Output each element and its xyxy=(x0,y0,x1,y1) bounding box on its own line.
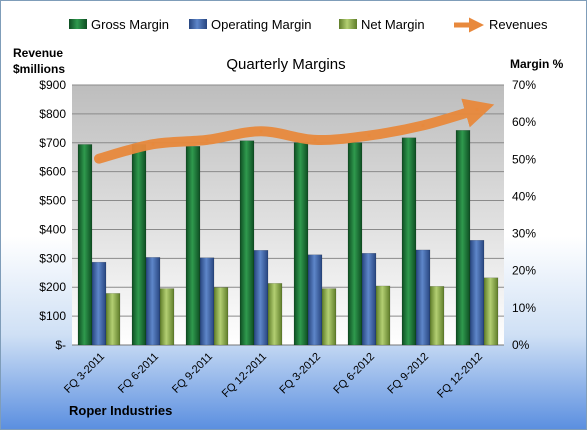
right-tick-label: 60% xyxy=(512,115,536,129)
x-tick-label: FQ 9-2012 xyxy=(385,351,431,397)
net-margin-bar xyxy=(375,285,391,346)
left-axis-title: Revenue xyxy=(13,46,63,60)
gross-margin-bar xyxy=(347,142,363,346)
net-margin-bar xyxy=(159,288,175,346)
revenues-point xyxy=(475,108,479,112)
x-tick-label: FQ 6-2012 xyxy=(331,351,377,397)
gross-margin-bar xyxy=(131,144,147,346)
operating-margin-bar xyxy=(307,254,323,346)
legend-label-operating-margin: Operating Margin xyxy=(211,17,311,32)
revenues-line xyxy=(94,98,495,164)
right-tick-label: 40% xyxy=(512,189,536,203)
chart-title: Quarterly Margins xyxy=(226,56,345,73)
left-tick-label: $400 xyxy=(39,222,66,236)
gross-margin-bar xyxy=(77,144,93,346)
net-margin-bar xyxy=(321,288,337,346)
revenues-point xyxy=(205,138,209,142)
right-tick-label: 20% xyxy=(512,264,536,278)
legend: Gross Margin Operating Margin Net Margin… xyxy=(69,17,548,33)
left-tick-label: $900 xyxy=(39,78,66,92)
operating-margin-bar xyxy=(253,250,269,346)
left-axis-subtitle: $millions xyxy=(13,62,65,76)
legend-label-net-margin: Net Margin xyxy=(361,17,425,32)
x-tick-label: FQ 12-2012 xyxy=(435,351,485,401)
right-axis-title: Margin % xyxy=(510,57,564,71)
left-tick-label: $100 xyxy=(39,309,66,323)
net-margin-bar xyxy=(429,286,445,346)
x-tick-label: FQ 3-2012 xyxy=(277,351,323,397)
left-tick-label: $700 xyxy=(39,136,66,150)
x-tick-label: FQ 6-2011 xyxy=(116,351,161,396)
gross-margin-bar xyxy=(455,130,471,346)
legend-label-gross-margin: Gross Margin xyxy=(91,17,169,32)
net-margin-bar xyxy=(483,277,499,346)
net-margin-bar xyxy=(213,287,229,346)
revenues-point xyxy=(367,134,371,138)
x-tick-label: FQ 9-2011 xyxy=(170,351,215,396)
left-tick-label: $500 xyxy=(39,194,66,208)
operating-margin-bar xyxy=(91,261,107,346)
gross-margin-bar xyxy=(293,142,309,346)
right-tick-label: 70% xyxy=(512,78,536,92)
operating-margin-bar xyxy=(415,249,431,346)
gross-margin-bar xyxy=(185,146,201,346)
x-tick-label: FQ 12-2011 xyxy=(220,351,269,400)
gross-margin-bar xyxy=(239,140,255,346)
operating-margin-bar xyxy=(199,257,215,346)
left-tick-label: $200 xyxy=(39,280,66,294)
legend-swatch-gross-margin xyxy=(69,19,87,29)
legend-swatch-net-margin xyxy=(339,19,357,29)
left-tick-label: $800 xyxy=(39,107,66,121)
net-margin-bar xyxy=(267,283,283,346)
left-tick-label: $300 xyxy=(39,251,66,265)
operating-margin-bar xyxy=(469,240,485,346)
right-tick-label: 50% xyxy=(512,152,536,166)
company-name: Roper Industries xyxy=(69,403,172,418)
revenues-point xyxy=(151,142,155,146)
operating-margin-bar xyxy=(145,257,161,346)
revenues-point xyxy=(313,138,317,142)
revenues-point xyxy=(421,123,425,127)
gross-margin-bar xyxy=(401,137,417,346)
revenues-point xyxy=(259,129,263,133)
legend-label-revenues: Revenues xyxy=(489,17,548,32)
net-margin-bar xyxy=(105,293,121,346)
left-tick-label: $600 xyxy=(39,165,66,179)
x-tick-label: FQ 3-2011 xyxy=(62,351,107,396)
right-tick-label: 0% xyxy=(512,338,530,352)
right-tick-label: 10% xyxy=(512,301,536,315)
operating-margin-bar xyxy=(361,253,377,346)
legend-swatch-operating-margin xyxy=(189,19,207,29)
left-tick-label: $- xyxy=(55,338,66,352)
revenues-point xyxy=(97,157,101,161)
right-tick-label: 30% xyxy=(512,227,536,241)
